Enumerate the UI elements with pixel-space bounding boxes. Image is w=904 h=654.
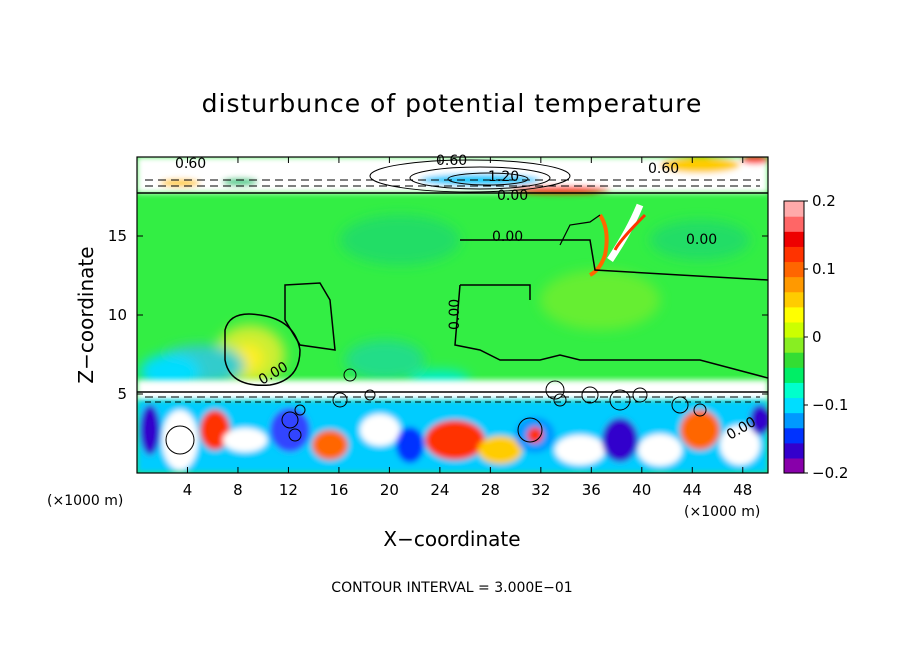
colorbar-tick-label: −0.1 bbox=[812, 396, 848, 414]
contour-label: 0.60 bbox=[436, 153, 467, 169]
colorbar-swatch bbox=[784, 276, 804, 293]
colorbar-swatch bbox=[784, 442, 804, 459]
colorbar-swatch bbox=[784, 382, 804, 399]
contour-label: 0.60 bbox=[648, 161, 679, 177]
colorbar-swatch bbox=[784, 291, 804, 308]
x-tick-label: 12 bbox=[279, 481, 298, 499]
x-tick-label: 44 bbox=[683, 481, 702, 499]
colorbar-swatch bbox=[784, 337, 804, 353]
colorbar-swatch bbox=[784, 321, 804, 338]
colorbar-tick-label: −0.2 bbox=[812, 464, 848, 482]
colorbar-tick-label: 0.1 bbox=[812, 260, 836, 278]
x-tick-label: 8 bbox=[233, 481, 243, 499]
colorbar-labels: 0.2 0.1 0 −0.1 −0.2 bbox=[804, 192, 848, 482]
x-tick-label: 40 bbox=[632, 481, 651, 499]
colorbar-swatch bbox=[784, 201, 804, 217]
chart-title: disturbunce of potential temperature bbox=[202, 89, 703, 118]
contour-interval-note: CONTOUR INTERVAL = 3.000E−01 bbox=[331, 580, 572, 596]
colorbar-swatch bbox=[784, 427, 804, 444]
contour-label: 0.00 bbox=[447, 299, 463, 330]
colorbar-swatch bbox=[784, 246, 804, 263]
colorbar-swatch bbox=[784, 216, 804, 232]
x-unit-left: (×1000 m) bbox=[47, 493, 123, 509]
y-tick-label: 5 bbox=[117, 385, 127, 403]
colorbar-swatch bbox=[784, 367, 804, 383]
colorbar-swatch bbox=[784, 231, 804, 247]
colorbar-swatch bbox=[784, 457, 804, 474]
x-tick-label: 24 bbox=[430, 481, 449, 499]
x-tick-label: 16 bbox=[329, 481, 348, 499]
colorbar-swatch bbox=[784, 412, 804, 429]
x-tick-label: 48 bbox=[733, 481, 752, 499]
x-axis: 4 8 12 16 20 24 28 32 36 40 44 48 bbox=[183, 157, 752, 499]
contour-label: 0.00 bbox=[492, 229, 523, 245]
y-axis-label: Z−coordinate bbox=[74, 246, 98, 383]
colorbar-swatch bbox=[784, 397, 804, 414]
x-tick-label: 28 bbox=[481, 481, 500, 499]
contour-label: 1.20 bbox=[488, 169, 519, 185]
x-unit-right: (×1000 m) bbox=[684, 504, 760, 520]
colorbar-swatch bbox=[784, 306, 804, 323]
contour-label: 0.00 bbox=[686, 232, 717, 248]
plot-area bbox=[137, 157, 768, 473]
colorbar-swatch bbox=[784, 261, 804, 278]
x-axis-label: X−coordinate bbox=[383, 527, 520, 551]
y-tick-label: 10 bbox=[108, 306, 127, 324]
x-tick-label: 32 bbox=[531, 481, 550, 499]
contour-label: 0.60 bbox=[175, 156, 206, 172]
x-tick-label: 4 bbox=[183, 481, 193, 499]
colorbar bbox=[783, 200, 805, 474]
colorbar-tick-label: 0.2 bbox=[812, 192, 836, 210]
contour-label: 0.00 bbox=[497, 188, 528, 204]
colorbar-swatch bbox=[784, 352, 804, 368]
x-tick-label: 36 bbox=[582, 481, 601, 499]
y-tick-label: 15 bbox=[108, 227, 127, 245]
y-axis: 5 10 15 bbox=[108, 227, 768, 403]
x-tick-label: 20 bbox=[380, 481, 399, 499]
colorbar-tick-label: 0 bbox=[812, 328, 822, 346]
